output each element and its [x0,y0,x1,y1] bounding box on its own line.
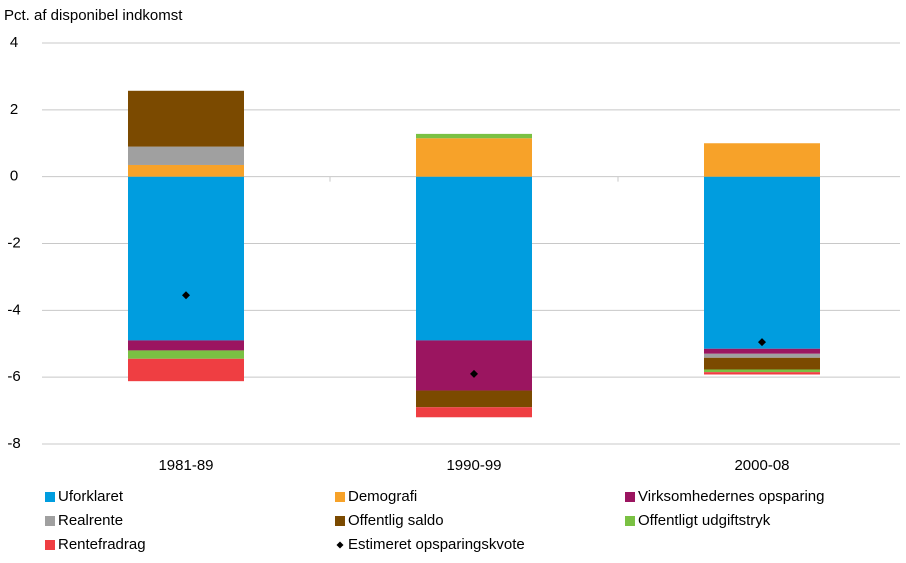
bar-segment [416,407,532,418]
bar-segment [416,176,532,341]
bar-segment [704,353,820,358]
estimate-marker [470,369,478,378]
estimate-marker [758,338,766,347]
legend-label: Offentlig saldo [348,512,444,529]
bar-segment [416,133,532,139]
y-axis-title: Pct. af disponibel indkomst [4,7,183,24]
legend-swatch [625,492,635,502]
legend-label: Rentefradrag [58,536,146,553]
bar-segment [128,340,244,351]
legend-swatch [45,516,55,526]
x-tick-label: 2000-08 [734,457,789,474]
legend-swatch [45,492,55,502]
bar-segment [416,390,532,408]
y-tick-label: -4 [7,301,20,318]
bar-segment [704,143,820,177]
y-tick-label: -6 [7,368,20,385]
bar-segment [128,358,244,382]
bar-segment [128,146,244,165]
bar-segment [128,350,244,359]
bar-segment [704,176,820,349]
bar-segment [704,357,820,370]
bar-segment [416,340,532,391]
y-tick-label: -2 [7,234,20,251]
legend-swatch [335,492,345,502]
bar-segment [416,138,532,177]
bar-segment [128,164,244,177]
x-tick-label: 1981-89 [158,457,213,474]
bar-segment [128,176,244,341]
legend-label: Demografi [348,488,417,505]
y-tick-label: 4 [10,34,18,51]
legend-label: Estimeret opsparingskvote [348,536,525,553]
legend-swatch [335,516,345,526]
legend-label: Realrente [58,512,123,529]
bar-segment [128,90,244,147]
legend-label: Uforklaret [58,488,124,505]
legend-swatch [45,540,55,550]
y-tick-label: 2 [10,101,18,118]
bar-segment [704,369,820,373]
y-tick-label: -8 [7,435,20,452]
legend-marker [336,541,344,549]
bar-segment [704,348,820,354]
legend-label: Virksomhedernes opsparing [638,488,825,505]
y-tick-label: 0 [10,168,18,185]
bar-segment [704,372,820,375]
estimate-marker [182,291,190,300]
x-tick-label: 1990-99 [446,457,501,474]
legend-swatch [625,516,635,526]
legend-label: Offentligt udgiftstryk [638,512,771,529]
